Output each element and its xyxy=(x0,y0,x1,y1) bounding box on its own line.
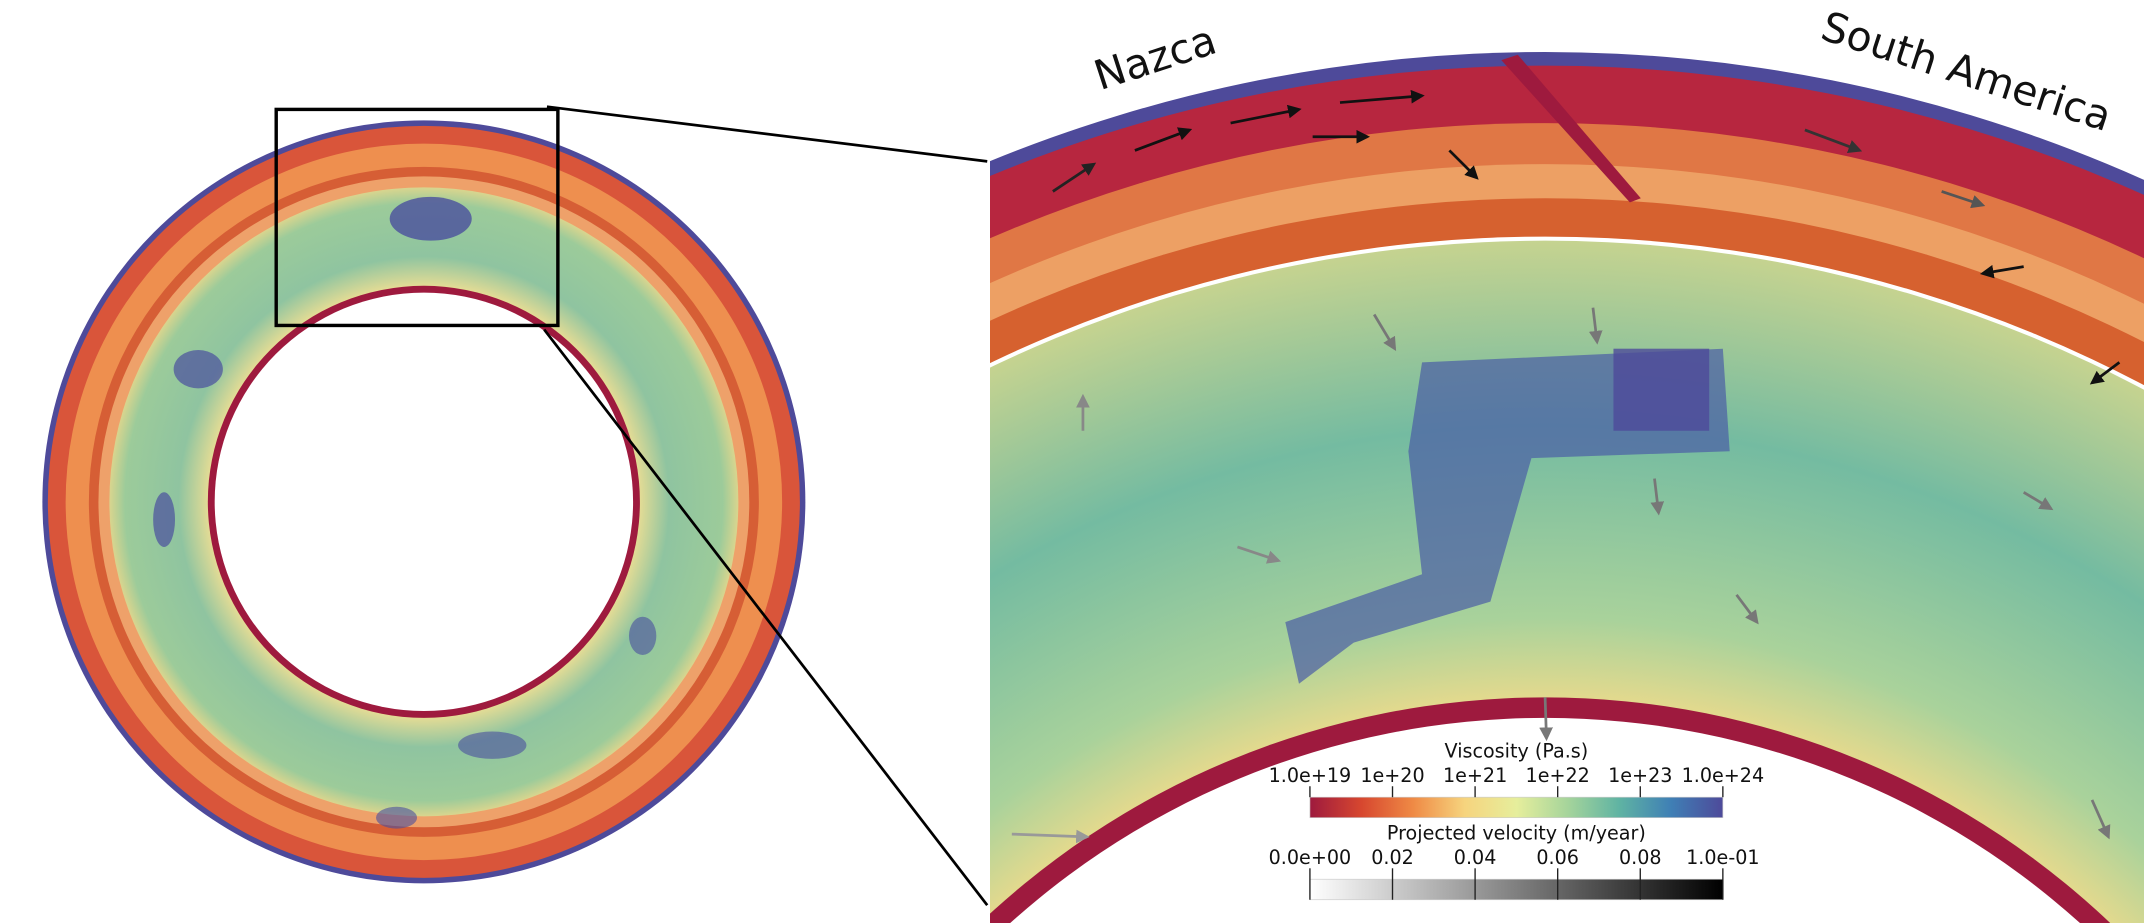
full-annulus xyxy=(42,105,989,907)
colorbars: Viscosity (Pa.s) 1.0e+19 1e+20 1e+21 1e+22 1e… xyxy=(1269,740,1765,901)
colorbar-title: Projected velocity (m/year) xyxy=(1387,822,1646,845)
colorbar-title: Viscosity (Pa.s) xyxy=(1445,740,1589,763)
tick-label: 0.08 xyxy=(1619,846,1662,869)
colorbar xyxy=(1309,878,1724,901)
tick-label: 1e+20 xyxy=(1360,764,1424,787)
tick-label: 1.0e+19 xyxy=(1269,764,1352,787)
tick-label: 0.06 xyxy=(1536,846,1579,869)
colorbar xyxy=(1309,796,1724,819)
tick-label: 1e+22 xyxy=(1526,764,1590,787)
tick-label: 0.02 xyxy=(1371,846,1414,869)
tick-label: 1.0e-01 xyxy=(1686,846,1759,869)
tick-label: 0.0e+00 xyxy=(1269,846,1352,869)
tick-label: 0.04 xyxy=(1454,846,1497,869)
tick-label: 1e+23 xyxy=(1608,764,1672,787)
tick-label: 1.0e+24 xyxy=(1682,764,1765,787)
velocity-arrows xyxy=(1011,89,2121,844)
plate-label: Nazca xyxy=(1088,16,1222,100)
tick-label: 1e+21 xyxy=(1443,764,1507,787)
zoom-view xyxy=(989,52,2144,923)
